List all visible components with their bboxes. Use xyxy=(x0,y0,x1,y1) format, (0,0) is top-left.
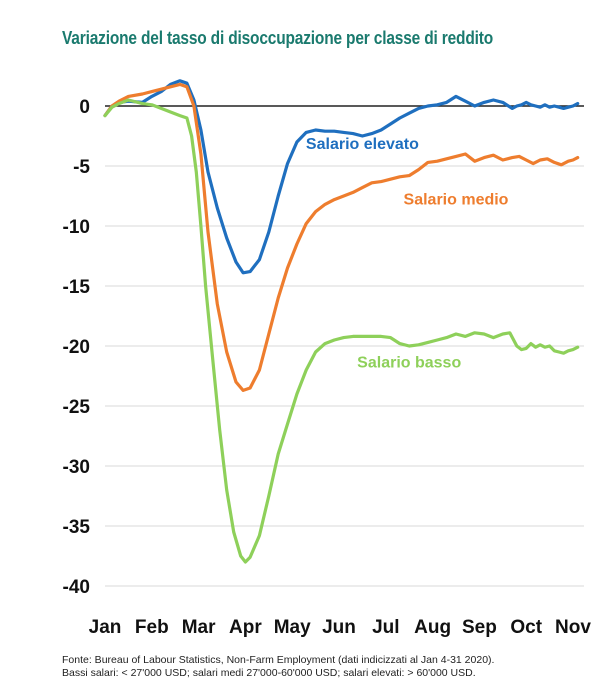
footnote: Fonte: Bureau of Labour Statistics, Non-… xyxy=(62,654,592,680)
footnote-definitions: Bassi salari: < 27'000 USD; salari medi … xyxy=(62,667,476,679)
y-tick-label: 0 xyxy=(79,97,90,118)
y-tick-label: -20 xyxy=(63,337,90,358)
x-tick-label: May xyxy=(274,617,311,638)
y-tick-label: -40 xyxy=(63,577,90,598)
gridlines xyxy=(105,165,584,587)
series-label-1: Salario medio xyxy=(404,191,509,208)
x-tick-label: Aug xyxy=(414,617,451,638)
series-label-0: Salario elevato xyxy=(306,136,419,153)
x-tick-label: Jun xyxy=(322,617,356,638)
x-tick-label: Jul xyxy=(372,617,399,638)
x-tick-labels: Jan Feb Mar Apr May Jun Jul Aug Sep Oct Nov xyxy=(89,617,592,638)
y-tick-label: -25 xyxy=(63,397,91,418)
series-line-2 xyxy=(103,98,580,564)
x-tick-label: Mar xyxy=(182,617,216,638)
footnote-source: Fonte: Bureau of Labour Statistics, Non-… xyxy=(62,654,495,666)
y-tick-labels: 0 -5 -10 -15 -20 -25 -30 -35 -40 xyxy=(63,97,91,598)
y-tick-label: -10 xyxy=(63,217,90,238)
x-tick-label: Nov xyxy=(555,617,591,638)
x-tick-label: Apr xyxy=(229,617,262,638)
x-tick-label: Sep xyxy=(462,617,497,638)
y-tick-label: -5 xyxy=(73,157,90,178)
series-line-1 xyxy=(103,82,580,392)
y-tick-label: -35 xyxy=(63,517,91,538)
series-label-2: Salario basso xyxy=(357,355,461,372)
y-tick-label: -30 xyxy=(63,457,90,478)
chart-title: Variazione del tasso di disoccupazione p… xyxy=(62,28,494,48)
series-annotations: Salario elevato Salario medio Salario bass… xyxy=(306,136,509,371)
x-tick-label: Jan xyxy=(89,617,122,638)
x-tick-label: Feb xyxy=(135,617,169,638)
series-line-0 xyxy=(103,79,580,275)
series-lines xyxy=(103,79,580,564)
y-tick-label: -15 xyxy=(63,277,91,298)
x-tick-label: Oct xyxy=(510,617,542,638)
